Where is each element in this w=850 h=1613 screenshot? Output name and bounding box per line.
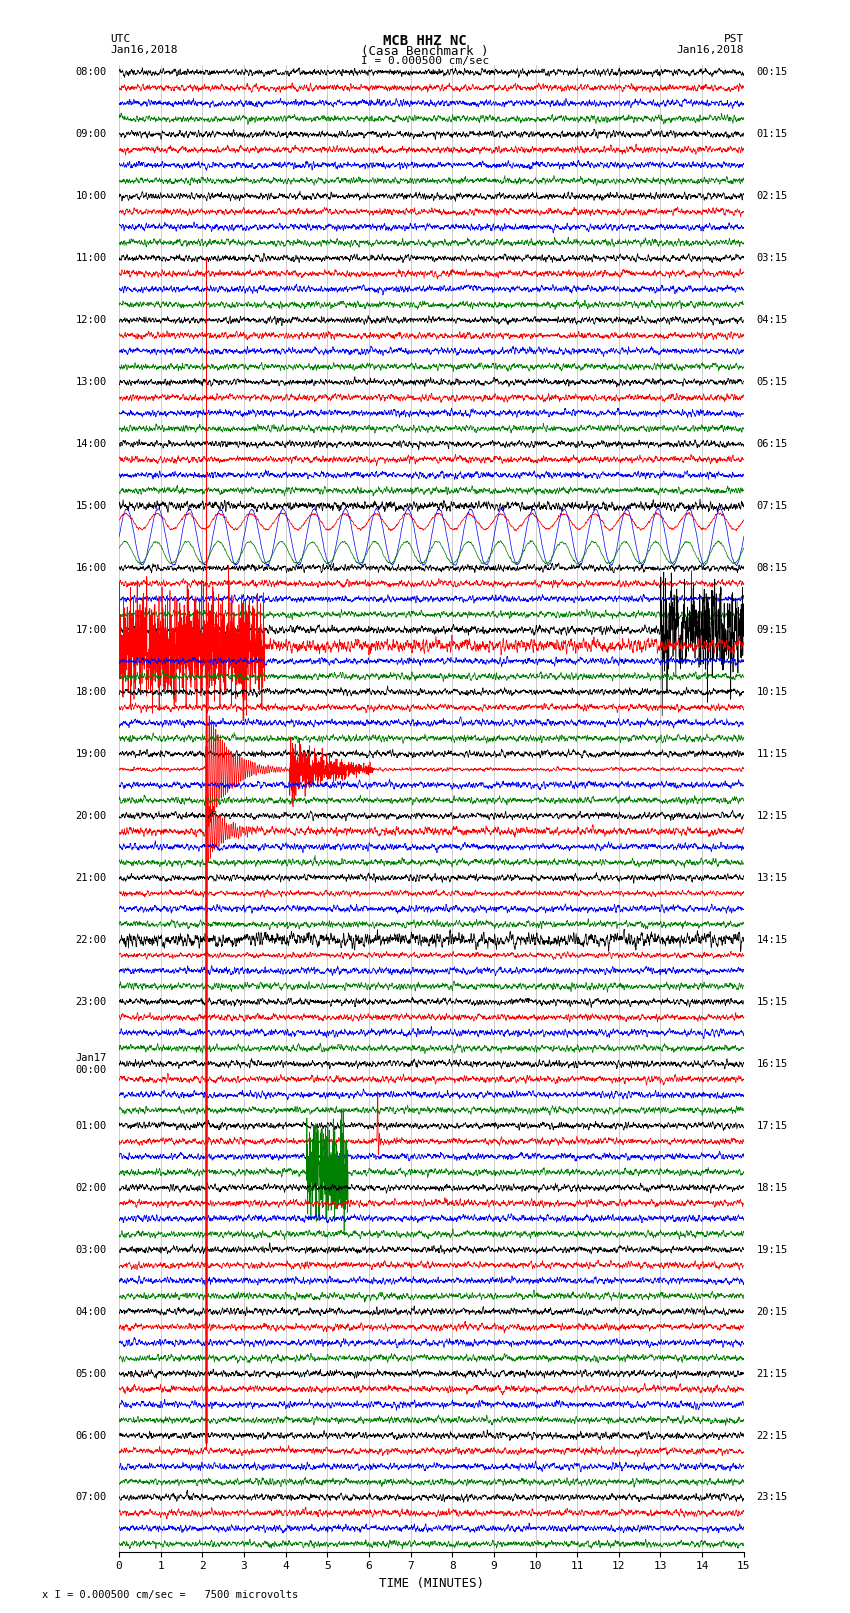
Text: 20:00: 20:00 [76, 811, 106, 821]
Text: 07:00: 07:00 [76, 1492, 106, 1502]
Text: 06:00: 06:00 [76, 1431, 106, 1440]
Text: 00:15: 00:15 [756, 68, 787, 77]
Text: x I = 0.000500 cm/sec =   7500 microvolts: x I = 0.000500 cm/sec = 7500 microvolts [42, 1590, 298, 1600]
Text: 14:15: 14:15 [756, 936, 787, 945]
Text: 19:15: 19:15 [756, 1245, 787, 1255]
Text: PST: PST [723, 34, 744, 44]
Text: 04:15: 04:15 [756, 315, 787, 326]
Text: UTC: UTC [110, 34, 131, 44]
Text: MCB HHZ NC: MCB HHZ NC [383, 34, 467, 48]
Text: 11:15: 11:15 [756, 748, 787, 758]
Text: 23:15: 23:15 [756, 1492, 787, 1502]
Text: 13:15: 13:15 [756, 873, 787, 882]
Text: 07:15: 07:15 [756, 502, 787, 511]
Text: Jan16,2018: Jan16,2018 [677, 45, 744, 55]
Text: 20:15: 20:15 [756, 1307, 787, 1316]
Text: 01:00: 01:00 [76, 1121, 106, 1131]
Text: 04:00: 04:00 [76, 1307, 106, 1316]
Text: 02:15: 02:15 [756, 192, 787, 202]
Text: I = 0.000500 cm/sec: I = 0.000500 cm/sec [361, 56, 489, 66]
Text: 16:00: 16:00 [76, 563, 106, 573]
Text: Jan17
00:00: Jan17 00:00 [76, 1053, 106, 1074]
Text: (Casa Benchmark ): (Casa Benchmark ) [361, 45, 489, 58]
Text: 09:15: 09:15 [756, 624, 787, 636]
Text: 03:00: 03:00 [76, 1245, 106, 1255]
Text: 02:00: 02:00 [76, 1182, 106, 1192]
Text: 18:00: 18:00 [76, 687, 106, 697]
Text: 11:00: 11:00 [76, 253, 106, 263]
Text: 08:00: 08:00 [76, 68, 106, 77]
Text: 22:00: 22:00 [76, 936, 106, 945]
Text: 05:15: 05:15 [756, 377, 787, 387]
Text: 13:00: 13:00 [76, 377, 106, 387]
Text: 19:00: 19:00 [76, 748, 106, 758]
Text: 10:00: 10:00 [76, 192, 106, 202]
Text: 16:15: 16:15 [756, 1058, 787, 1069]
Text: 17:15: 17:15 [756, 1121, 787, 1131]
Text: 12:00: 12:00 [76, 315, 106, 326]
Text: 23:00: 23:00 [76, 997, 106, 1007]
Text: 15:00: 15:00 [76, 502, 106, 511]
Text: 05:00: 05:00 [76, 1368, 106, 1379]
Text: 17:00: 17:00 [76, 624, 106, 636]
Text: 22:15: 22:15 [756, 1431, 787, 1440]
Text: 08:15: 08:15 [756, 563, 787, 573]
Text: 01:15: 01:15 [756, 129, 787, 139]
Text: 21:00: 21:00 [76, 873, 106, 882]
Text: Jan16,2018: Jan16,2018 [110, 45, 178, 55]
Text: 06:15: 06:15 [756, 439, 787, 448]
Text: 10:15: 10:15 [756, 687, 787, 697]
Text: 21:15: 21:15 [756, 1368, 787, 1379]
Text: 09:00: 09:00 [76, 129, 106, 139]
Text: 03:15: 03:15 [756, 253, 787, 263]
Text: 15:15: 15:15 [756, 997, 787, 1007]
Text: 14:00: 14:00 [76, 439, 106, 448]
Text: 12:15: 12:15 [756, 811, 787, 821]
Text: 18:15: 18:15 [756, 1182, 787, 1192]
X-axis label: TIME (MINUTES): TIME (MINUTES) [379, 1578, 484, 1590]
